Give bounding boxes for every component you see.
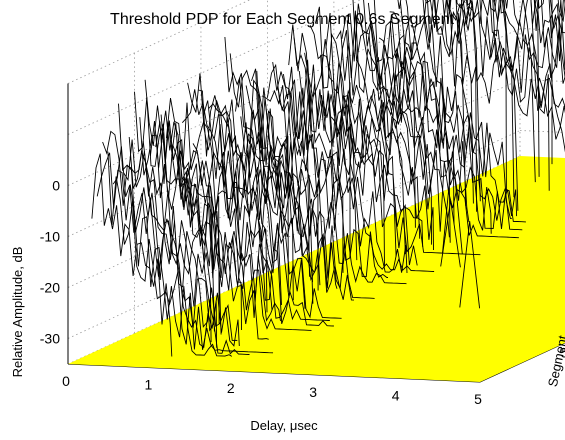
pdp-trace <box>456 0 565 140</box>
pdp-trace <box>389 11 526 223</box>
pdp-trace <box>165 98 334 327</box>
pdp-traces <box>91 0 565 357</box>
pdp-trace <box>266 63 388 278</box>
pdp-trace <box>235 77 319 291</box>
pdp-trace <box>325 13 434 251</box>
grid-line <box>67 28 521 237</box>
amplitude-tick-labels: 0 -10 -20 -30 <box>40 178 60 347</box>
pdp-trace <box>466 0 565 111</box>
pdp-trace <box>399 1 518 217</box>
pdp-trace <box>208 102 314 304</box>
amplitude-tick-label: 0 <box>52 178 60 194</box>
pdp-trace <box>139 117 222 335</box>
pdp-trace <box>378 14 455 225</box>
pdp-trace <box>448 0 515 198</box>
amplitude-tick-label: -10 <box>40 229 60 245</box>
pdp-trace <box>298 59 358 261</box>
chart-title: Threshold PDP for Each Segment 0.6s Segm… <box>110 11 454 28</box>
delay-tick-label: 2 <box>227 380 235 396</box>
delay-tick-labels: 0 1 2 3 4 5 <box>62 373 482 407</box>
pdp-trace <box>367 2 416 228</box>
pdp-trace <box>493 0 536 183</box>
isolated-peak <box>459 221 481 309</box>
pdp-trace <box>272 62 344 273</box>
pdp-trace <box>446 0 481 202</box>
pdp-trace <box>314 6 406 255</box>
pdp-trace <box>549 0 565 34</box>
pdp-trace <box>155 121 312 331</box>
pdp-trace <box>118 103 240 347</box>
pdp-trace <box>422 0 467 206</box>
pdp-trace <box>288 24 385 267</box>
pdp-trace <box>203 100 282 306</box>
pdp-trace <box>530 0 565 80</box>
segment-tick-labels: 50100150200250300 <box>560 344 565 360</box>
pdp-trace <box>102 130 250 355</box>
delay-tick-label: 4 <box>392 387 400 403</box>
pdp-trace <box>493 0 507 192</box>
pdp-trace <box>192 143 273 310</box>
delay-tick-label: 3 <box>309 384 317 400</box>
pdp-trace <box>557 0 565 23</box>
pdp-trace <box>489 0 550 191</box>
pdp-trace <box>240 109 338 289</box>
pdp-trace <box>352 0 450 238</box>
pdp-trace <box>187 73 268 313</box>
pdp-trace <box>134 91 269 340</box>
z-axis-label: Relative Amplitude, dB <box>10 247 25 378</box>
amplitude-tick-label: -20 <box>40 280 60 296</box>
pdp-trace <box>224 36 375 299</box>
amplitude-tick-label: -30 <box>40 331 60 347</box>
pdp-trace <box>277 79 408 274</box>
pdp-trace <box>91 153 173 357</box>
pdp-trace <box>256 70 407 285</box>
pdp-trace <box>128 136 238 342</box>
pdp-trace <box>261 85 310 277</box>
pdp-trace <box>346 10 421 239</box>
pdp-trace <box>229 53 289 292</box>
pdp-trace <box>425 0 478 212</box>
pdp-trace <box>181 89 342 319</box>
isolated-peak <box>440 200 461 268</box>
isolated-peak <box>442 151 463 255</box>
delay-tick-label: 5 <box>474 391 482 407</box>
pdp-trace <box>96 152 233 357</box>
pdp-trace <box>363 0 492 234</box>
pdp-trace <box>245 85 321 286</box>
pdp-trace <box>357 17 519 239</box>
pdp-trace <box>123 139 212 343</box>
x-axis-label: Delay, μsec <box>250 418 318 433</box>
segment-tick-label: 50 <box>560 344 565 360</box>
grid-line <box>67 0 362 135</box>
delay-tick-label: 1 <box>145 377 153 393</box>
pdp-trace <box>383 47 470 223</box>
pdp-trace <box>282 66 435 272</box>
pdp-trace <box>320 54 481 256</box>
delay-tick-label: 0 <box>62 373 70 389</box>
